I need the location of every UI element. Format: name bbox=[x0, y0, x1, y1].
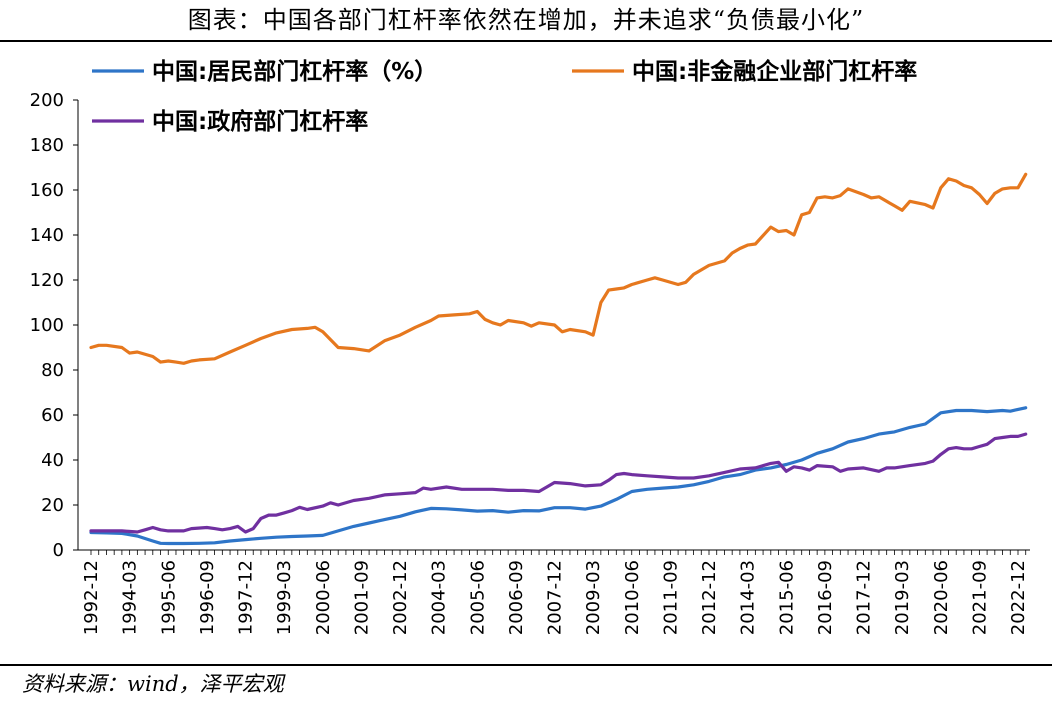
x-tick-label: 2001-09 bbox=[351, 560, 372, 635]
y-tick-label: 160 bbox=[30, 180, 64, 201]
x-tick-label: 2011-09 bbox=[660, 560, 681, 635]
x-tick-label: 2017-12 bbox=[854, 560, 875, 635]
x-tick-label: 2021-09 bbox=[969, 560, 990, 635]
y-tick-label: 20 bbox=[41, 495, 64, 516]
legend-label-1: 中国:居民部门杠杆率（%） bbox=[152, 58, 437, 85]
x-tick-label: 2004-03 bbox=[429, 560, 450, 635]
x-tick-label: 1992-12 bbox=[81, 560, 102, 635]
legend-label-2: 中国:非金融企业部门杠杆率 bbox=[632, 58, 917, 85]
top-rule bbox=[0, 40, 1052, 42]
x-tick-label: 2000-06 bbox=[313, 560, 334, 635]
x-tick-label: 2006-09 bbox=[506, 560, 527, 635]
y-tick-label: 140 bbox=[30, 225, 64, 246]
y-tick-label: 80 bbox=[41, 360, 64, 381]
x-tick-label: 1997-12 bbox=[236, 560, 257, 635]
x-tick-label: 2016-09 bbox=[815, 560, 836, 635]
series-line-3 bbox=[89, 432, 1028, 534]
x-tick-label: 2012-12 bbox=[699, 560, 720, 635]
x-tick-label: 2014-03 bbox=[738, 560, 759, 635]
x-tick-label: 1996-09 bbox=[197, 560, 218, 635]
series-line-1 bbox=[89, 406, 1028, 546]
series-line-2 bbox=[89, 172, 1028, 365]
x-tick-label: 1995-06 bbox=[158, 560, 179, 635]
x-tick-label: 2002-12 bbox=[390, 560, 411, 635]
bottom-rule bbox=[0, 664, 1052, 666]
x-tick-label: 1999-03 bbox=[274, 560, 295, 635]
series-lines bbox=[89, 172, 1028, 546]
x-tick-label: 2019-03 bbox=[892, 560, 913, 635]
x-tick-label: 2010-06 bbox=[622, 560, 643, 635]
y-tick-label: 40 bbox=[41, 450, 64, 471]
source-note: 资料来源：wind，泽平宏观 bbox=[22, 672, 284, 696]
x-tick-label: 1994-03 bbox=[120, 560, 141, 635]
x-tick-label: 2009-03 bbox=[583, 560, 604, 635]
legend-label-3: 中国:政府部门杠杆率 bbox=[152, 108, 368, 135]
y-tick-label: 100 bbox=[30, 315, 64, 336]
y-tick-label: 0 bbox=[53, 540, 64, 561]
y-tick-label: 60 bbox=[41, 405, 64, 426]
x-tick-label: 2015-06 bbox=[776, 560, 797, 635]
y-tick-label: 180 bbox=[30, 135, 64, 156]
x-tick-label: 2022-12 bbox=[1008, 560, 1029, 635]
x-axis: 1992-12 1994-03 1995-06 1996-09 1997-12 1999-… bbox=[78, 549, 1030, 635]
x-tick-label: 2007-12 bbox=[545, 560, 566, 635]
figure-title: 图表：中国各部门杠杆率依然在增加，并未追求“负债最小化” bbox=[187, 6, 865, 34]
y-axis: 0 20 40 60 80 100 120 140 160 180 200 bbox=[30, 90, 79, 561]
x-tick-label: 2020-06 bbox=[931, 560, 952, 635]
y-tick-label: 120 bbox=[30, 270, 64, 291]
y-tick-label: 200 bbox=[30, 90, 64, 111]
x-tick-label: 2005-06 bbox=[467, 560, 488, 635]
